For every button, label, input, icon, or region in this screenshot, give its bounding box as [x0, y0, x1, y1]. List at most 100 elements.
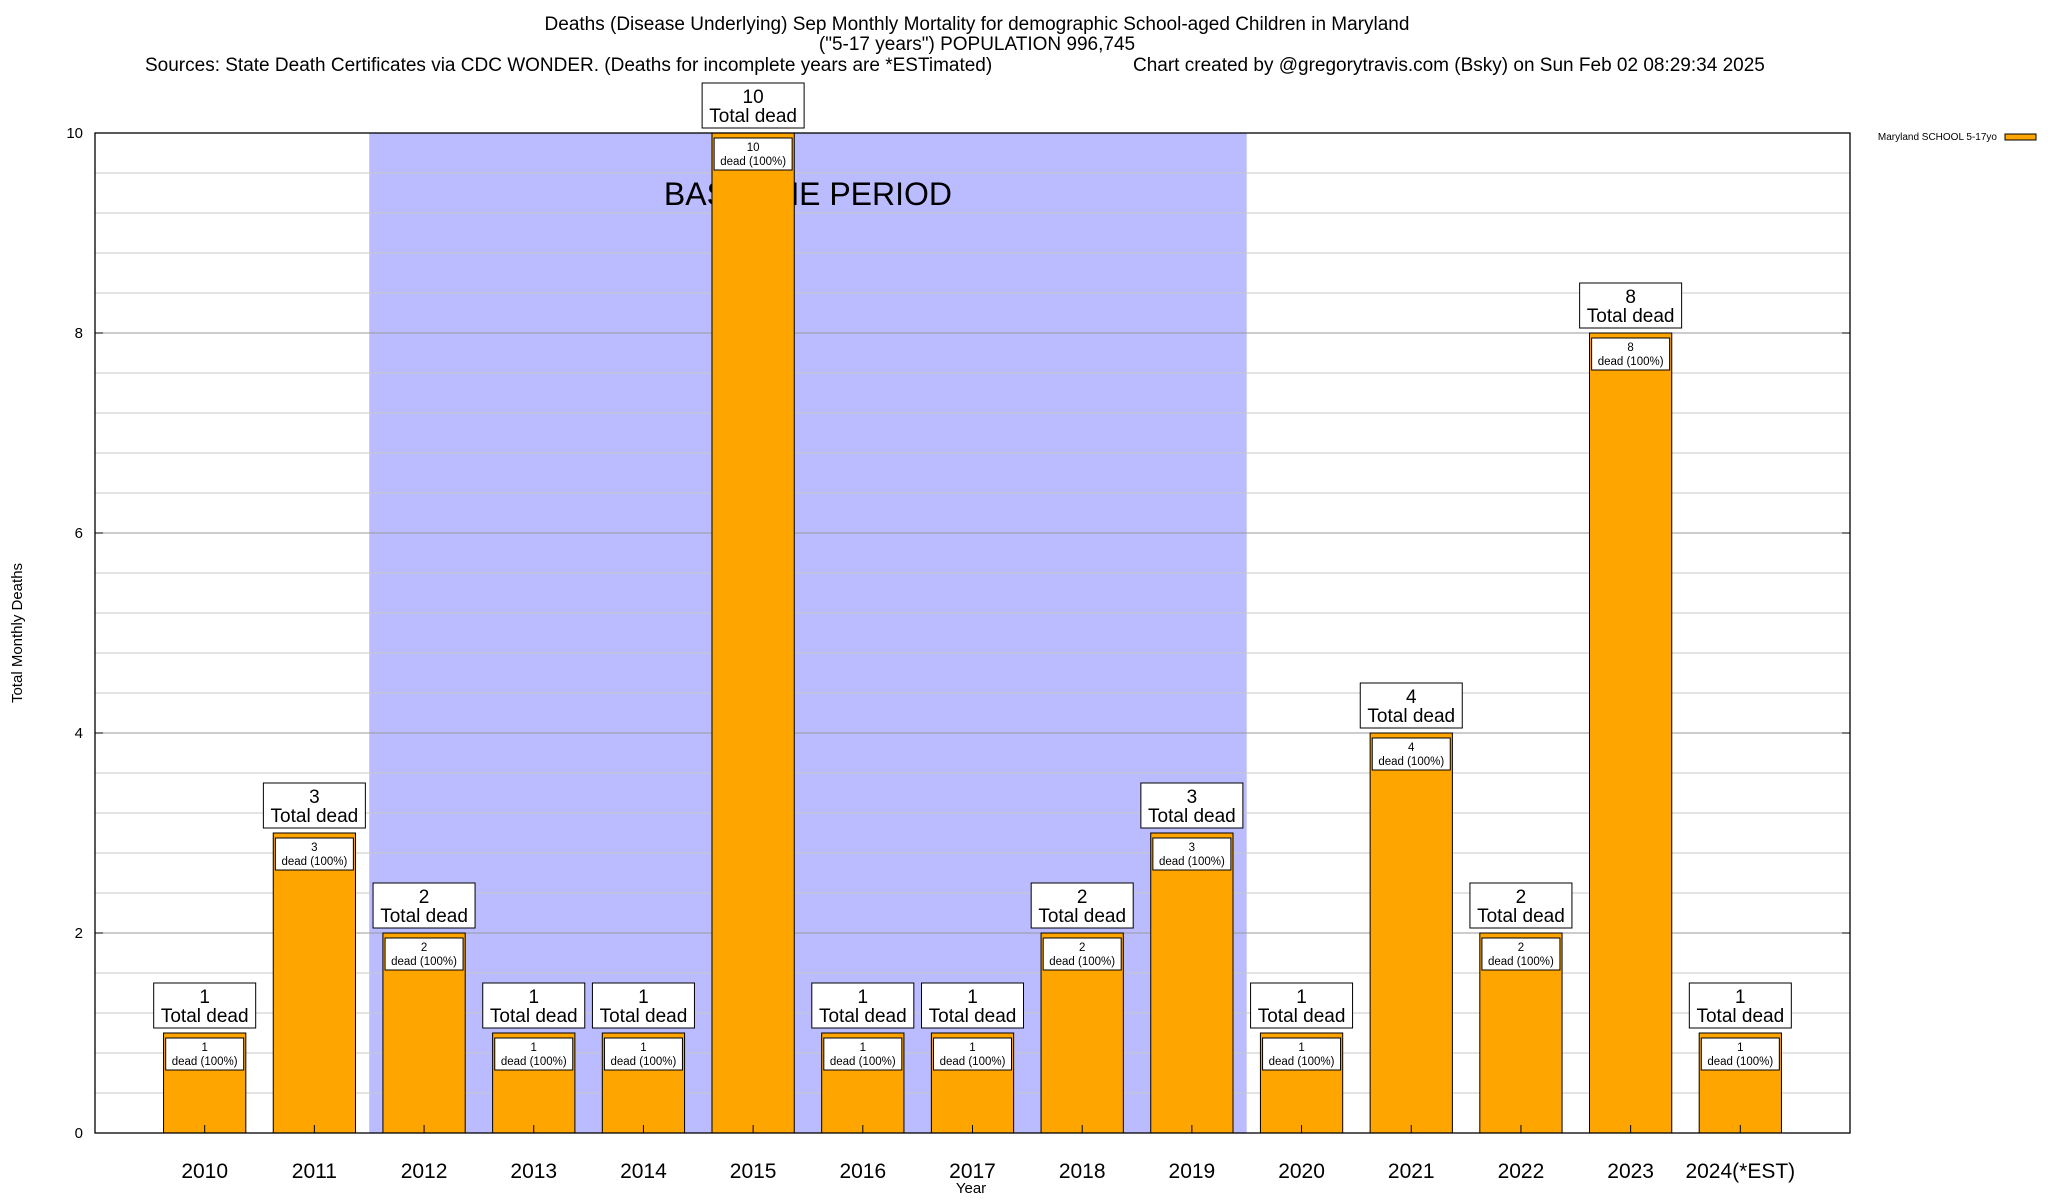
legend: Maryland SCHOOL 5-17yo	[1878, 132, 2037, 143]
bar-total-box	[1250, 982, 1354, 1029]
bar-total-value: 3	[1187, 787, 1198, 808]
bar-total-value: 1	[199, 987, 210, 1008]
bar-inner-count: 1	[640, 1042, 646, 1054]
bar-total-label: Total dead	[1258, 1006, 1346, 1027]
bar-total-label: Total dead	[1148, 806, 1236, 827]
bar-total-label: Total dead	[271, 806, 359, 827]
bar-inner-label: dead (100%)	[940, 1056, 1006, 1068]
y-tick-label: 4	[75, 725, 83, 742]
bar-inner-label: dead (100%)	[1707, 1056, 1773, 1068]
bar-total-box	[262, 782, 366, 829]
y-tick-label: 0	[75, 1125, 83, 1142]
x-tick-label: 2019	[1169, 1160, 1216, 1183]
bar-inner-box	[933, 1037, 1012, 1071]
bar-total-label: Total dead	[929, 1006, 1017, 1027]
bar-inner-count: 1	[531, 1042, 537, 1054]
bar-total-box	[1140, 782, 1244, 829]
bar	[1369, 732, 1453, 1134]
x-tick-label: 2023	[1607, 1160, 1654, 1183]
x-tick-label: 2018	[1059, 1160, 1106, 1183]
bar-inner-label: dead (100%)	[391, 956, 457, 968]
bar-total-label: Total dead	[380, 906, 468, 927]
bar-total-value: 1	[638, 987, 649, 1008]
chart-subtitle: ("5-17 years") POPULATION 996,745	[819, 34, 1135, 55]
bar-total-value: 2	[1516, 887, 1527, 908]
bar-inner-box	[165, 1037, 245, 1071]
baseline-label: BASELINE PERIOD	[664, 176, 952, 212]
bar-inner-label: dead (100%)	[1049, 956, 1115, 968]
bar-inner-box	[1262, 1037, 1342, 1071]
bar-total-box	[1688, 982, 1792, 1029]
bar	[1150, 832, 1234, 1134]
chart-title: Deaths (Disease Underlying) Sep Monthly …	[545, 14, 1410, 35]
bar-inner-count: 8	[1627, 342, 1633, 354]
x-tick-label: 2017	[949, 1160, 996, 1183]
bar-inner-box	[603, 1037, 683, 1071]
bar-total-value: 1	[858, 987, 869, 1008]
y-tick-label: 10	[66, 125, 83, 142]
y-tick-label: 8	[75, 325, 83, 342]
bar-inner-count: 3	[311, 842, 317, 854]
x-tick-label: 2022	[1498, 1160, 1545, 1183]
legend-swatch	[2004, 133, 2037, 141]
x-tick-label: 2012	[401, 1160, 448, 1183]
bar-total-value: 2	[419, 887, 430, 908]
chart-credit: Chart created by @gregorytravis.com (Bsk…	[1133, 55, 1765, 76]
chart-sources: Sources: State Death Certificates via CD…	[145, 55, 992, 76]
bar-inner-box	[1700, 1037, 1780, 1071]
bar	[711, 132, 795, 1134]
bar-total-label: Total dead	[1587, 306, 1675, 327]
bar-inner-label: dead (100%)	[830, 1056, 896, 1068]
bar-total-label: Total dead	[490, 1006, 578, 1027]
y-axis-label: Total Monthly Deaths	[9, 563, 26, 703]
bar-inner-count: 2	[421, 942, 427, 954]
bar-inner-label: dead (100%)	[501, 1056, 567, 1068]
bar-total-value: 4	[1406, 687, 1417, 708]
bar-total-box	[921, 982, 1024, 1029]
bar-total-value: 1	[967, 987, 978, 1008]
bar-inner-count: 1	[1737, 1042, 1743, 1054]
bar-total-label: Total dead	[1477, 906, 1565, 927]
bar-inner-label: dead (100%)	[1598, 356, 1664, 368]
bar-inner-box	[1371, 737, 1451, 771]
x-tick-label: 2014	[620, 1160, 667, 1183]
bar-inner-count: 4	[1408, 742, 1415, 754]
bar-total-box	[1579, 282, 1683, 329]
bar-total-label: Total dead	[1696, 1006, 1784, 1027]
bar-inner-label: dead (100%)	[172, 1056, 238, 1068]
bar-inner-label: dead (100%)	[611, 1056, 677, 1068]
bar-inner-label: dead (100%)	[1159, 856, 1225, 868]
bar-total-value: 10	[743, 87, 764, 108]
x-tick-label: 2024(*EST)	[1685, 1160, 1795, 1183]
bar-total-box	[701, 82, 805, 129]
y-tick-label: 6	[75, 525, 83, 542]
bar-total-box	[811, 982, 915, 1029]
bar-total-label: Total dead	[600, 1006, 688, 1027]
bar	[1588, 332, 1673, 1134]
bar-total-box	[591, 982, 695, 1029]
bar-total-box	[1469, 882, 1573, 929]
bar-total-value: 1	[1296, 987, 1307, 1008]
bar-inner-count: 3	[1189, 842, 1195, 854]
bar-total-box	[1030, 882, 1134, 929]
bar-total-value: 1	[1735, 987, 1746, 1008]
x-tick-label: 2016	[839, 1160, 886, 1183]
bar-inner-box	[1481, 937, 1561, 971]
bar-inner-box	[1152, 837, 1232, 871]
bar-total-label: Total dead	[709, 106, 797, 127]
bar-inner-count: 10	[747, 142, 760, 154]
bar-inner-label: dead (100%)	[1488, 956, 1554, 968]
y-tick-label: 2	[75, 925, 83, 942]
x-tick-label: 2021	[1388, 1160, 1435, 1183]
bar-total-label: Total dead	[161, 1006, 249, 1027]
legend-label: Maryland SCHOOL 5-17yo	[1878, 132, 1998, 143]
